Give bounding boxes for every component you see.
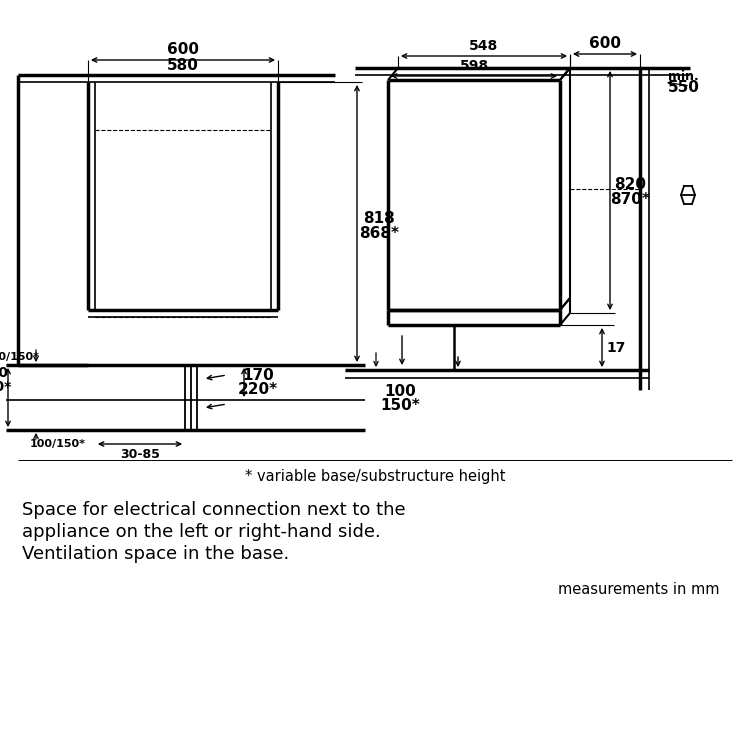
Text: 600: 600 <box>589 37 621 52</box>
Text: 100/150*: 100/150* <box>0 352 40 362</box>
Text: Space for electrical connection next to the: Space for electrical connection next to … <box>22 501 406 519</box>
Text: 17: 17 <box>606 340 625 355</box>
Text: * variable base/substructure height: * variable base/substructure height <box>244 469 506 484</box>
Text: 550: 550 <box>668 80 700 95</box>
Text: 598: 598 <box>460 59 488 73</box>
Text: 150*: 150* <box>380 398 420 413</box>
Text: 30-85: 30-85 <box>120 448 160 460</box>
Text: 818: 818 <box>363 211 394 226</box>
Text: min.: min. <box>668 70 699 82</box>
Text: measurements in mm: measurements in mm <box>559 583 720 598</box>
Text: appliance on the left or right-hand side.: appliance on the left or right-hand side… <box>22 523 381 541</box>
Text: 820: 820 <box>614 177 646 192</box>
Text: 220*: 220* <box>238 382 278 397</box>
Text: 170: 170 <box>0 366 8 380</box>
Text: 600: 600 <box>167 43 199 58</box>
Text: 100/150*: 100/150* <box>30 439 86 449</box>
Text: 870*: 870* <box>610 192 650 207</box>
Text: 170: 170 <box>242 368 274 382</box>
Text: 220*: 220* <box>0 380 12 394</box>
Text: Ventilation space in the base.: Ventilation space in the base. <box>22 545 290 563</box>
Text: 100: 100 <box>384 385 416 400</box>
Text: 548: 548 <box>470 39 499 53</box>
Text: 868*: 868* <box>359 226 399 241</box>
Text: 580: 580 <box>167 58 199 73</box>
